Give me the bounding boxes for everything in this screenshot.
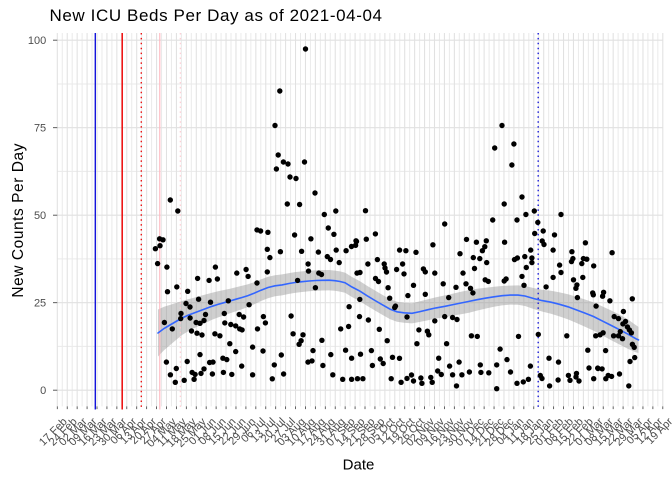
svg-text:New Counts Per Day: New Counts Per Day [10,143,27,298]
svg-text:50: 50 [34,210,46,222]
svg-text:0: 0 [40,385,46,397]
svg-text:75: 75 [34,123,46,135]
svg-text:New ICU Beds Per Day as of 202: New ICU Beds Per Day as of 2021-04-04 [50,6,383,25]
svg-text:25: 25 [34,298,46,310]
svg-text:100: 100 [28,35,46,47]
svg-text:Date: Date [343,456,375,473]
